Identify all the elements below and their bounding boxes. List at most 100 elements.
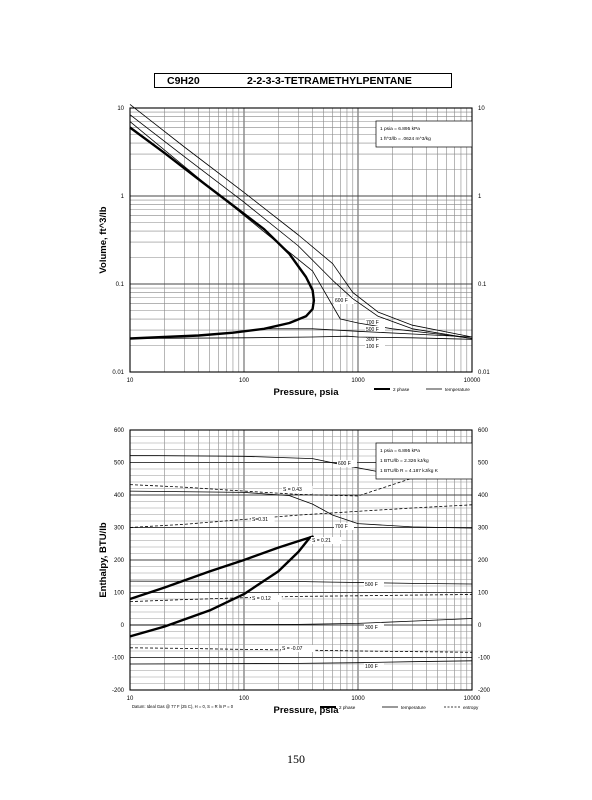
chart2-note-text-0: 1 psia = 6.895 kPa bbox=[380, 448, 420, 454]
chart1-series-label-bg bbox=[365, 319, 385, 326]
chart2-series-line-3 bbox=[129, 580, 473, 585]
chart2-y-tick-label-right: -200 bbox=[478, 688, 491, 694]
chart2-y-tick-label-right: 100 bbox=[478, 591, 489, 597]
chart1-y-tick-label-left: 0.1 bbox=[116, 282, 125, 288]
chart2-legend-label-0: 2 phase bbox=[339, 705, 356, 710]
chart1-x-tick-label: 1000 bbox=[351, 378, 365, 384]
chart1-series-label-1: 600 F bbox=[335, 298, 348, 304]
chart2-y-tick-label-left: 200 bbox=[114, 558, 125, 564]
chart1-y-tick-label-right: 10 bbox=[478, 106, 485, 112]
chart2-series-label-9: S = -0.07 bbox=[282, 646, 303, 652]
chart2-series-label-bg bbox=[251, 516, 275, 523]
chart2-x-tick-label: 100 bbox=[239, 696, 250, 702]
chart1-legend-label-1: temperature bbox=[445, 387, 470, 392]
chart1-y-tick-label-left: 0.01 bbox=[112, 370, 124, 376]
chart1-series-line-0 bbox=[129, 126, 316, 340]
chart2-x-tick-label: 10 bbox=[127, 696, 134, 702]
chart2-x-tick-label: 1000 bbox=[351, 696, 365, 702]
chart2-y-tick-label-right: 300 bbox=[478, 526, 489, 532]
compound-title-box: C9H20 2-2-3-3-TETRAMETHYLPENTANE bbox=[154, 73, 452, 88]
chart2-y-tick-label-right: 600 bbox=[478, 428, 489, 434]
chemical-formula: C9H20 bbox=[167, 75, 200, 87]
chart2-notes-box bbox=[375, 442, 473, 480]
chart2-y-tick-label-left: 100 bbox=[114, 591, 125, 597]
chart1-series-label-bg bbox=[365, 326, 385, 333]
chart2-series-label-bg bbox=[251, 595, 282, 602]
chart2-y-tick-label-left: -100 bbox=[112, 656, 125, 662]
chart1-x-tick-label: 100 bbox=[239, 378, 250, 384]
chart2-series-label-bg bbox=[334, 523, 354, 530]
chart2-series-line-4 bbox=[129, 618, 473, 626]
chart1-note-text-1: 1 ft^3/lb = .0624 m^3/kg bbox=[380, 136, 431, 142]
chart2-y-tick-label-right: 500 bbox=[478, 461, 489, 467]
chart2-series-label-bg bbox=[337, 460, 357, 467]
chart1-y-tick-label-right: 1 bbox=[478, 194, 482, 200]
chart2-y-tick-label-left: 600 bbox=[114, 428, 125, 434]
chart1-series-line-5 bbox=[129, 335, 473, 340]
chart2-series-line-8 bbox=[129, 594, 473, 602]
chart2-series-line-5 bbox=[129, 660, 473, 665]
chart2-y-tick-label-left: -200 bbox=[112, 688, 125, 694]
chart2-x-axis-label: Pressure, psia bbox=[274, 705, 340, 716]
chart1-series-line-1 bbox=[129, 104, 473, 338]
chart2-series-label-bg bbox=[364, 663, 384, 670]
chart1-x-tick-label: 10000 bbox=[464, 378, 481, 384]
chart2-series-label-bg bbox=[281, 645, 316, 652]
chart2-note-text-2: 1 BTU/lb R = 4.187 kJ/kg K bbox=[380, 468, 439, 474]
chart2-y-tick-label-left: 0 bbox=[121, 623, 125, 629]
chart1-series-label-bg bbox=[365, 336, 385, 343]
chart2-series-label-bg bbox=[364, 581, 384, 588]
chart2-series-label-1: 600 F bbox=[338, 461, 351, 467]
chart2-annotation-0: S = 0.21 bbox=[312, 538, 331, 544]
chart1-y-tick-label-left: 1 bbox=[121, 194, 125, 200]
chart1-series-label-2: 700 F bbox=[366, 320, 379, 326]
chart2-series-label-5: 100 F bbox=[365, 664, 378, 670]
chart2-y-tick-label-right: 0 bbox=[478, 623, 482, 629]
chart2-plot-frame bbox=[129, 429, 473, 691]
chart1-series-label-4: 300 F bbox=[366, 337, 379, 343]
chart2-y-tick-label-left: 400 bbox=[114, 493, 125, 499]
chart2-footnote: Datum: Ideal Gas @ 77 F (25 C), H = 0, S… bbox=[132, 704, 234, 709]
chart1-y-axis-label: Volume, ft^3/lb bbox=[98, 206, 109, 273]
chart2-annotation-bg bbox=[311, 537, 342, 544]
chart2-series-label-4: 300 F bbox=[365, 625, 378, 631]
chart1-y-tick-label-right: 0.01 bbox=[478, 370, 490, 376]
chart1-notes-box bbox=[375, 120, 473, 148]
chart1-series-label-3: 500 F bbox=[366, 327, 379, 333]
chart2-note-text-1: 1 BTU/lb = 2.326 kJ/kg bbox=[380, 458, 429, 464]
chart2-series-line-2 bbox=[129, 490, 473, 529]
chart1-series-line-3 bbox=[129, 121, 473, 339]
page-number: 150 bbox=[287, 752, 305, 766]
chart1-series-label-5: 100 F bbox=[366, 344, 379, 350]
chart2-series-label-3: 500 F bbox=[365, 582, 378, 588]
chart2-legend-label-1: temperature bbox=[401, 705, 426, 710]
chart2-x-tick-label: 10000 bbox=[464, 696, 481, 702]
chart1-x-axis-label: Pressure, psia bbox=[274, 387, 340, 398]
chart1-series-label-bg bbox=[365, 343, 385, 350]
chart1-series-label-bg bbox=[334, 297, 354, 304]
chart2-y-tick-label-right: 400 bbox=[478, 493, 489, 499]
chart1-series-line-4 bbox=[264, 328, 473, 338]
chart2-series-label-7: S=0.31 bbox=[252, 517, 268, 523]
chart2-y-tick-label-right: 200 bbox=[478, 558, 489, 564]
chart1-x-tick-label: 10 bbox=[127, 378, 134, 384]
chart2-legend-label-2: entropy bbox=[463, 705, 479, 710]
chart2-y-tick-label-left: 500 bbox=[114, 461, 125, 467]
chart2-series-line-0 bbox=[129, 535, 314, 638]
chart1-y-tick-label-right: 0.1 bbox=[478, 282, 487, 288]
chart2-series-line-9 bbox=[129, 647, 473, 653]
chart1-plot-frame bbox=[129, 107, 473, 373]
chart2-y-axis-label: Enthalpy, BTU/lb bbox=[98, 522, 109, 597]
chart2-y-tick-label-left: 300 bbox=[114, 526, 125, 532]
chart2-y-tick-label-right: -100 bbox=[478, 656, 491, 662]
chart1-legend-label-0: 2 phase bbox=[393, 387, 410, 392]
compound-name: 2-2-3-3-TETRAMETHYLPENTANE bbox=[247, 75, 412, 87]
chart1-note-text-0: 1 psia = 6.895 kPa bbox=[380, 126, 420, 132]
chart2-series-label-8: S = 0.12 bbox=[252, 596, 271, 602]
chart2-series-label-bg bbox=[364, 624, 384, 631]
chart2-series-label-6: S = 0.43 bbox=[283, 487, 302, 493]
chart2-series-label-bg bbox=[282, 486, 313, 493]
chart2-series-label-2: 700 F bbox=[335, 524, 348, 530]
chart1-y-tick-label-left: 10 bbox=[117, 106, 124, 112]
